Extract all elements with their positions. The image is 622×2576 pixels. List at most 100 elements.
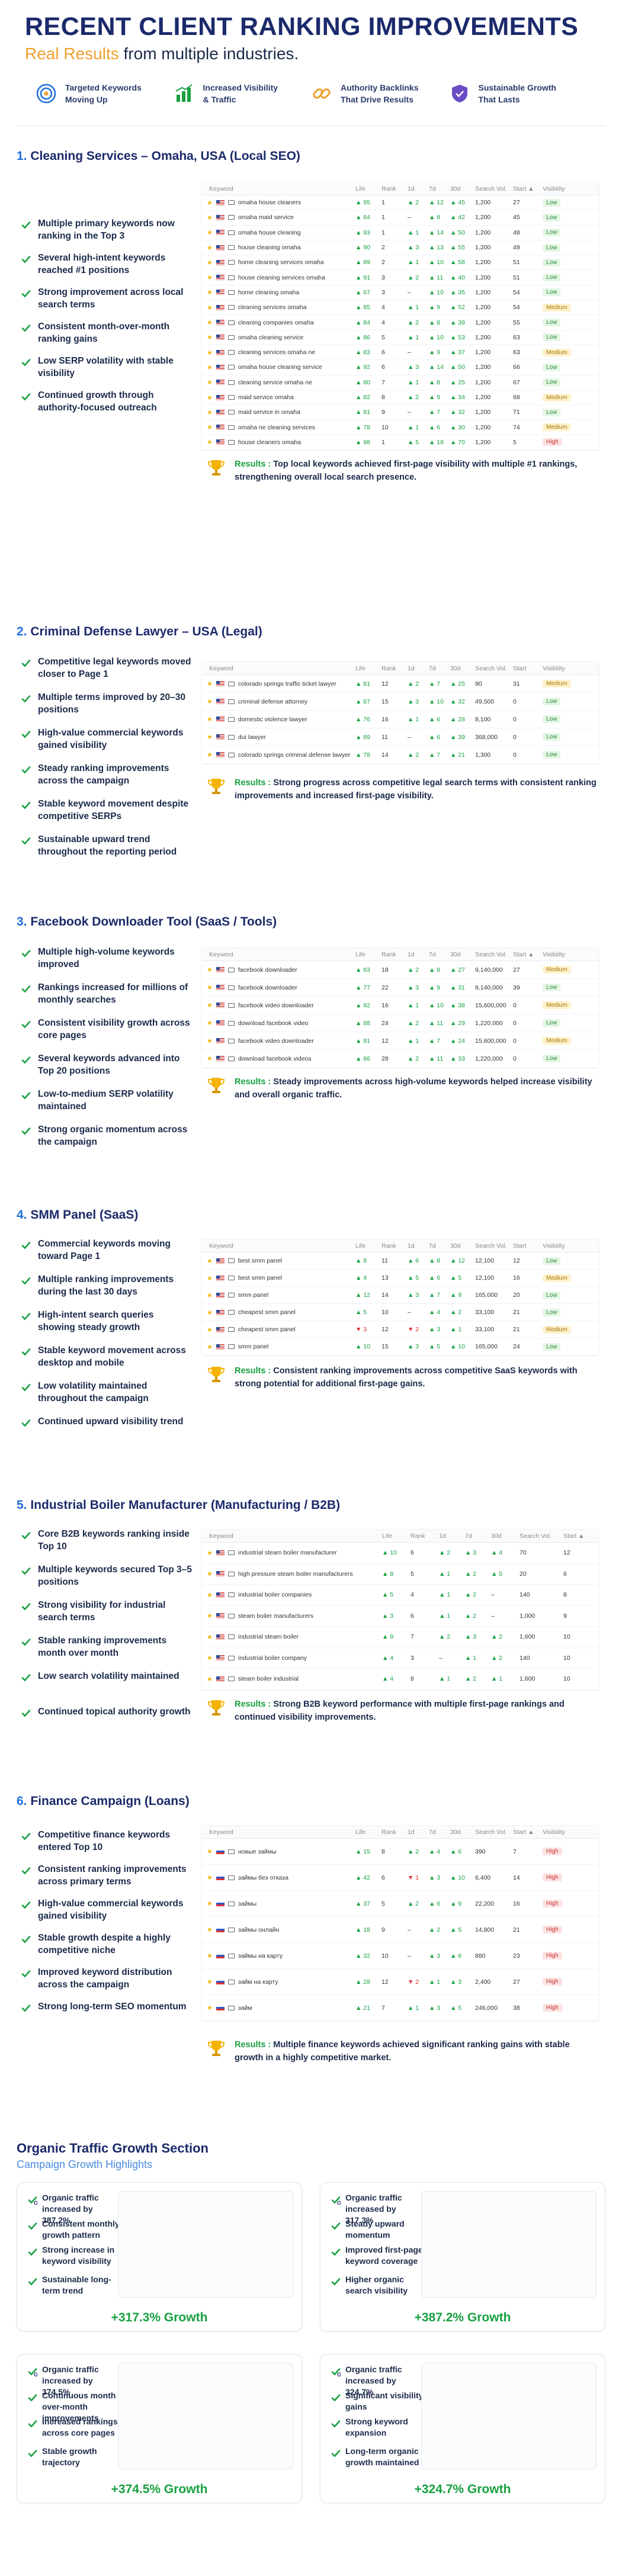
table-row[interactable]: ★ house cleaners omaha ▲ 98 1 ▲ 5 ▲ 18 ▲ 70 1,2… [202, 435, 599, 451]
column-header[interactable]: 7d [465, 1532, 472, 1540]
star-icon[interactable]: ★ [207, 349, 213, 356]
table-row[interactable]: ★ colorado springs traffic ticket lawyer ▲… [202, 675, 599, 693]
column-header[interactable]: Life [355, 664, 365, 672]
star-icon[interactable]: ★ [207, 334, 213, 342]
star-icon[interactable]: ★ [207, 274, 213, 282]
table-row[interactable]: ★ новые займы ▲ 15 8 ▲ 2 ▲ 4 ▲ 6 390 7 High [202, 1839, 599, 1865]
table-row[interactable]: ★ dui lawyer ▲ 89 11 – ▲ 6 ▲ 39 368,000 0 Low [202, 728, 599, 746]
star-icon[interactable]: ★ [207, 984, 213, 991]
star-icon[interactable]: ★ [207, 214, 213, 221]
star-icon[interactable]: ★ [207, 1274, 213, 1282]
table-row[interactable]: ★ cleaning service omaha ne ▲ 80 7 ▲ 1 ▲ 8 ▲ 2… [202, 375, 599, 390]
star-icon[interactable]: ★ [207, 1900, 213, 1907]
table-row[interactable]: ★ industrial boiler company ▲ 4 3 – ▲ 1 ▲ 2 140… [202, 1648, 599, 1669]
star-icon[interactable]: ★ [207, 1613, 213, 1620]
star-icon[interactable]: ★ [207, 1292, 213, 1299]
star-icon[interactable]: ★ [207, 1570, 213, 1578]
column-header[interactable]: 1d [408, 664, 415, 672]
table-row[interactable]: ★ cheapest smm panel ▲ 5 10 – ▲ 4 ▲ 2 33,100 21 L… [202, 1304, 599, 1321]
column-header[interactable]: Search Vol. [475, 950, 507, 958]
table-row[interactable]: ★ colorado springs criminal defense lawye… [202, 746, 599, 764]
column-header[interactable]: Rank [381, 1242, 396, 1250]
star-icon[interactable]: ★ [207, 698, 213, 705]
table-row[interactable]: ★ house cleaning services omaha ▲ 91 3 ▲ 2 ▲ … [202, 270, 599, 285]
star-icon[interactable]: ★ [207, 1978, 213, 1986]
column-header[interactable]: Search Vol. [475, 1828, 507, 1836]
star-icon[interactable]: ★ [207, 244, 213, 252]
column-header[interactable]: 30d [450, 950, 461, 958]
column-header[interactable]: 30d [491, 1532, 502, 1540]
column-header[interactable]: Visibility [543, 1828, 565, 1836]
column-header[interactable]: Life [355, 185, 365, 192]
table-row[interactable]: ★ industrial boiler companies ▲ 5 4 ▲ 1 ▲ 2 – 1… [202, 1585, 599, 1606]
table-row[interactable]: ★ home cleaning omaha ▲ 67 3 – ▲ 10 ▲ 35 1,200 5… [202, 285, 599, 301]
star-icon[interactable]: ★ [207, 1655, 213, 1662]
star-icon[interactable]: ★ [207, 1633, 213, 1641]
column-header[interactable]: Keyword [209, 1242, 233, 1250]
table-row[interactable]: ★ maid service in omaha ▲ 81 9 – ▲ 7 ▲ 32 1,200… [202, 405, 599, 420]
column-header[interactable]: Search Vol. [475, 664, 507, 672]
star-icon[interactable]: ★ [207, 1002, 213, 1009]
column-header[interactable]: Rank [411, 1532, 425, 1540]
table-row[interactable]: ★ criminal defense attorney ▲ 87 15 ▲ 3 ▲ 10 ▲… [202, 693, 599, 711]
table-row[interactable]: ★ займы без отказа ▲ 42 6 ▼ 1 ▲ 3 ▲ 10 6,400 14 H… [202, 1865, 599, 1891]
table-row[interactable]: ★ industrial steam boiler manufacturer ▲ 1… [202, 1543, 599, 1564]
table-row[interactable]: ★ high pressure steam boiler manufacturer… [202, 1564, 599, 1585]
star-icon[interactable]: ★ [207, 439, 213, 447]
star-icon[interactable]: ★ [207, 734, 213, 741]
star-icon[interactable]: ★ [207, 394, 213, 402]
column-header[interactable]: 30d [450, 1242, 461, 1250]
star-icon[interactable]: ★ [207, 1591, 213, 1599]
star-icon[interactable]: ★ [207, 1675, 213, 1683]
star-icon[interactable]: ★ [207, 259, 213, 266]
star-icon[interactable]: ★ [207, 364, 213, 371]
star-icon[interactable]: ★ [207, 2005, 213, 2012]
table-row[interactable]: ★ industrial steam boiler ▲ 9 7 ▲ 2 ▲ 3 ▲ 2 1,6… [202, 1627, 599, 1648]
star-icon[interactable]: ★ [207, 319, 213, 327]
table-row[interactable]: ★ omaha ne cleaning services ▲ 78 10 ▲ 1 ▲ 6 ▲… [202, 420, 599, 435]
column-header[interactable]: Life [355, 1242, 365, 1250]
column-header[interactable]: Visibility [543, 950, 565, 958]
table-row[interactable]: ★ smm panel ▲ 12 14 ▲ 3 ▲ 7 ▲ 9 165,000 20 Low [202, 1287, 599, 1304]
table-row[interactable]: ★ cleaning services omaha ne ▲ 83 6 – ▲ 9 ▲ 37… [202, 345, 599, 361]
column-header[interactable]: 30d [450, 1828, 461, 1836]
table-row[interactable]: ★ cheapest smm panel ▼ 3 12 ▼ 2 ▲ 3 ▲ 1 33,100 2… [202, 1321, 599, 1338]
table-row[interactable]: ★ omaha house cleaning service ▲ 92 6 ▲ 3 ▲ 1… [202, 360, 599, 375]
star-icon[interactable]: ★ [207, 409, 213, 416]
table-row[interactable]: ★ maid service omaha ▲ 82 8 ▲ 2 ▲ 9 ▲ 34 1,200 6… [202, 390, 599, 406]
column-header[interactable]: Keyword [209, 185, 233, 192]
star-icon[interactable]: ★ [207, 1952, 213, 1960]
column-header[interactable]: Search Vol. [520, 1532, 552, 1540]
star-icon[interactable]: ★ [207, 1038, 213, 1045]
column-header[interactable]: Visibility [543, 664, 565, 672]
table-row[interactable]: ★ займы онлайн ▲ 18 9 – ▲ 2 ▲ 5 14,800 21 High [202, 1917, 599, 1943]
column-header[interactable]: Life [382, 1532, 392, 1540]
star-icon[interactable]: ★ [207, 1257, 213, 1265]
table-row[interactable]: ★ займы ▲ 37 5 ▲ 2 ▲ 6 ▲ 9 22,200 16 High [202, 1891, 599, 1917]
column-header[interactable]: Start [513, 664, 527, 672]
table-row[interactable]: ★ omaha house cleaning ▲ 93 1 ▲ 1 ▲ 14 ▲ 50 1,2… [202, 226, 599, 240]
column-header[interactable]: Start [513, 1242, 527, 1250]
column-header[interactable]: 7d [429, 1828, 436, 1836]
table-row[interactable]: ★ займы на карту ▲ 32 10 – ▲ 3 ▲ 8 880 23 High [202, 1943, 599, 1969]
table-row[interactable]: ★ best smm panel ▲ 8 11 ▲ 6 ▲ 8 ▲ 12 12,100 12 Lo… [202, 1252, 599, 1270]
column-header[interactable]: Rank [381, 185, 396, 192]
table-row[interactable]: ★ facebook downloader ▲ 83 18 ▲ 2 ▲ 8 ▲ 27 9,14… [202, 961, 599, 979]
table-row[interactable]: ★ займ ▲ 21 7 ▲ 1 ▲ 3 ▲ 5 246,000 38 High [202, 1995, 599, 2021]
table-row[interactable]: ★ omaha cleaning service ▲ 86 5 ▲ 1 ▲ 10 ▲ 53 1… [202, 330, 599, 345]
table-row[interactable]: ★ facebook video downloader ▲ 91 12 ▲ 1 ▲ 7 ▲ … [202, 1032, 599, 1050]
star-icon[interactable]: ★ [207, 199, 213, 207]
star-icon[interactable]: ★ [207, 424, 213, 432]
star-icon[interactable]: ★ [207, 304, 213, 311]
table-row[interactable]: ★ omaha maid service ▲ 84 1 – ▲ 8 ▲ 42 1,200 45 L… [202, 210, 599, 226]
star-icon[interactable]: ★ [207, 1926, 213, 1933]
star-icon[interactable]: ★ [207, 680, 213, 688]
column-header[interactable]: 7d [429, 950, 436, 958]
star-icon[interactable]: ★ [207, 229, 213, 237]
column-header[interactable]: 1d [408, 185, 415, 192]
column-header[interactable]: Search Vol. [475, 1242, 507, 1250]
column-header[interactable]: Visibility [543, 185, 565, 192]
column-header[interactable]: Keyword [209, 664, 233, 672]
column-header[interactable]: 1d [439, 1532, 446, 1540]
star-icon[interactable]: ★ [207, 966, 213, 974]
